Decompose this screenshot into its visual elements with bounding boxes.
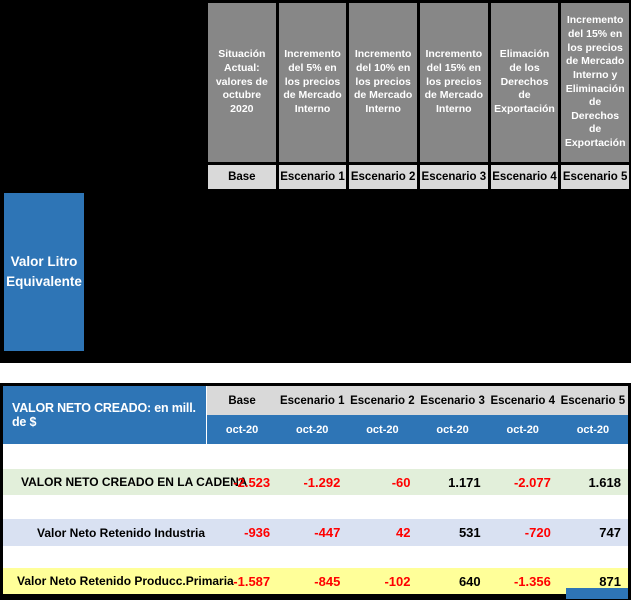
spacer-row xyxy=(3,495,628,519)
scenario-cell-base[interactable]: Base xyxy=(208,165,276,189)
row-label[interactable]: VALOR NETO CREADO EN LA CADENA xyxy=(21,475,248,489)
bottom-table-title[interactable]: VALOR NETO CREADO: en mill. de $ xyxy=(3,386,207,444)
value-cell[interactable]: -60 xyxy=(391,474,411,490)
scenario-cell-3[interactable]: Escenario 3 xyxy=(419,165,488,189)
valor-litro-table: Situación Actual: valores de octubre 202… xyxy=(0,0,631,363)
bottom-scenario-row: Base Escenario 1 Escenario 2 Escenario 3… xyxy=(207,386,628,415)
value-cell[interactable]: 42 xyxy=(396,525,411,540)
valor-neto-table: VALOR NETO CREADO: en mill. de $ Base Es… xyxy=(0,383,631,600)
bottom-scenario-1[interactable]: Escenario 1 xyxy=(279,394,345,407)
hidden-data-rows xyxy=(86,193,627,351)
value-cell[interactable]: 1.171 xyxy=(448,474,481,490)
hidden-row xyxy=(86,219,627,246)
value-cell[interactable]: -1.356 xyxy=(513,573,551,589)
value-cell[interactable]: 640 xyxy=(458,573,481,589)
header-cell-incremento-5[interactable]: Incremento del 5% en los precios de Merc… xyxy=(278,3,347,162)
scenario-cell-5[interactable]: Escenario 5 xyxy=(561,165,629,189)
header-cell-incremento-10[interactable]: Incremento del 10% en los precios de Mer… xyxy=(349,3,417,162)
row-valor-neto-cadena: VALOR NETO CREADO EN LA CADENA -2.523 -1… xyxy=(3,469,628,495)
header-cell-incremento-y-eliminacion[interactable]: Incremento del 15% en los precios de Mer… xyxy=(561,3,629,162)
hidden-row xyxy=(86,245,627,272)
value-cell[interactable]: -102 xyxy=(384,573,411,589)
spacer-row xyxy=(3,444,628,469)
value-cell[interactable]: -1.587 xyxy=(233,573,271,589)
bottom-scenario-3[interactable]: Escenario 3 xyxy=(420,394,485,407)
top-table-body: Valor Litro Equivalente xyxy=(2,189,629,360)
bottom-scenario-5[interactable]: Escenario 5 xyxy=(560,394,626,407)
scenario-cell-1[interactable]: Escenario 1 xyxy=(278,165,347,189)
row-label[interactable]: Valor Neto Retenido Industria xyxy=(37,525,206,540)
value-cell[interactable]: -1.292 xyxy=(303,474,341,490)
date-cell[interactable]: oct-20 xyxy=(576,423,610,436)
bottom-table-header: VALOR NETO CREADO: en mill. de $ Base Es… xyxy=(3,386,628,444)
table-separator xyxy=(0,363,631,383)
value-cell[interactable]: 531 xyxy=(458,525,481,540)
value-cell[interactable]: -720 xyxy=(524,525,551,540)
hidden-row xyxy=(86,193,627,220)
value-cell[interactable]: -845 xyxy=(314,573,341,589)
scenario-corner-hidden-cell xyxy=(2,165,205,189)
value-cell[interactable]: -447 xyxy=(314,525,341,540)
date-cell[interactable]: oct-20 xyxy=(366,423,399,436)
scenario-cell-4[interactable]: Escenario 4 xyxy=(490,165,559,189)
date-cell[interactable]: oct-20 xyxy=(506,423,539,436)
row-label[interactable]: Valor Neto Retenido Producc.Primaria xyxy=(17,574,234,588)
hidden-row xyxy=(86,271,627,299)
date-cell[interactable]: oct-20 xyxy=(225,423,259,436)
header-cell-incremento-15[interactable]: Incremento del 15% en los precios de Mer… xyxy=(419,3,488,162)
value-cell[interactable]: 1.618 xyxy=(588,474,621,490)
bottom-date-row: oct-20 oct-20 oct-20 oct-20 oct-20 oct-2… xyxy=(207,415,628,444)
bottom-scenario-2[interactable]: Escenario 2 xyxy=(350,394,415,407)
row-valor-neto-industria: Valor Neto Retenido Industria -936 -447 … xyxy=(3,519,628,546)
bottom-scenario-base[interactable]: Base xyxy=(228,394,256,407)
bottom-table-column-headers: Base Escenario 1 Escenario 2 Escenario 3… xyxy=(207,386,628,444)
value-cell[interactable]: -2.523 xyxy=(233,474,271,490)
bottom-scenario-4[interactable]: Escenario 4 xyxy=(490,394,556,407)
value-cell[interactable]: 871 xyxy=(599,573,621,589)
row-valor-neto-primaria: Valor Neto Retenido Producc.Primaria -1.… xyxy=(3,568,628,594)
value-cell[interactable]: -2.077 xyxy=(513,474,551,490)
hidden-row xyxy=(86,324,627,351)
date-cell[interactable]: oct-20 xyxy=(296,423,329,436)
value-cell[interactable]: 747 xyxy=(599,525,621,540)
hidden-row xyxy=(86,298,627,325)
date-cell[interactable]: oct-20 xyxy=(436,423,469,436)
top-corner-hidden-cell xyxy=(2,3,205,162)
bottom-right-blue-cell xyxy=(566,588,628,599)
value-cell[interactable]: -936 xyxy=(244,525,271,540)
row-group-label-cell[interactable]: Valor Litro Equivalente xyxy=(4,193,84,351)
header-cell-situacion-actual[interactable]: Situación Actual: valores de octubre 202… xyxy=(208,3,276,162)
top-table-header-grid: Situación Actual: valores de octubre 202… xyxy=(2,3,629,189)
header-cell-eliminacion-derechos[interactable]: Elimación de los Derechos de Exportación xyxy=(490,3,559,162)
scenario-cell-2[interactable]: Escenario 2 xyxy=(349,165,417,189)
spacer-row xyxy=(3,546,628,568)
